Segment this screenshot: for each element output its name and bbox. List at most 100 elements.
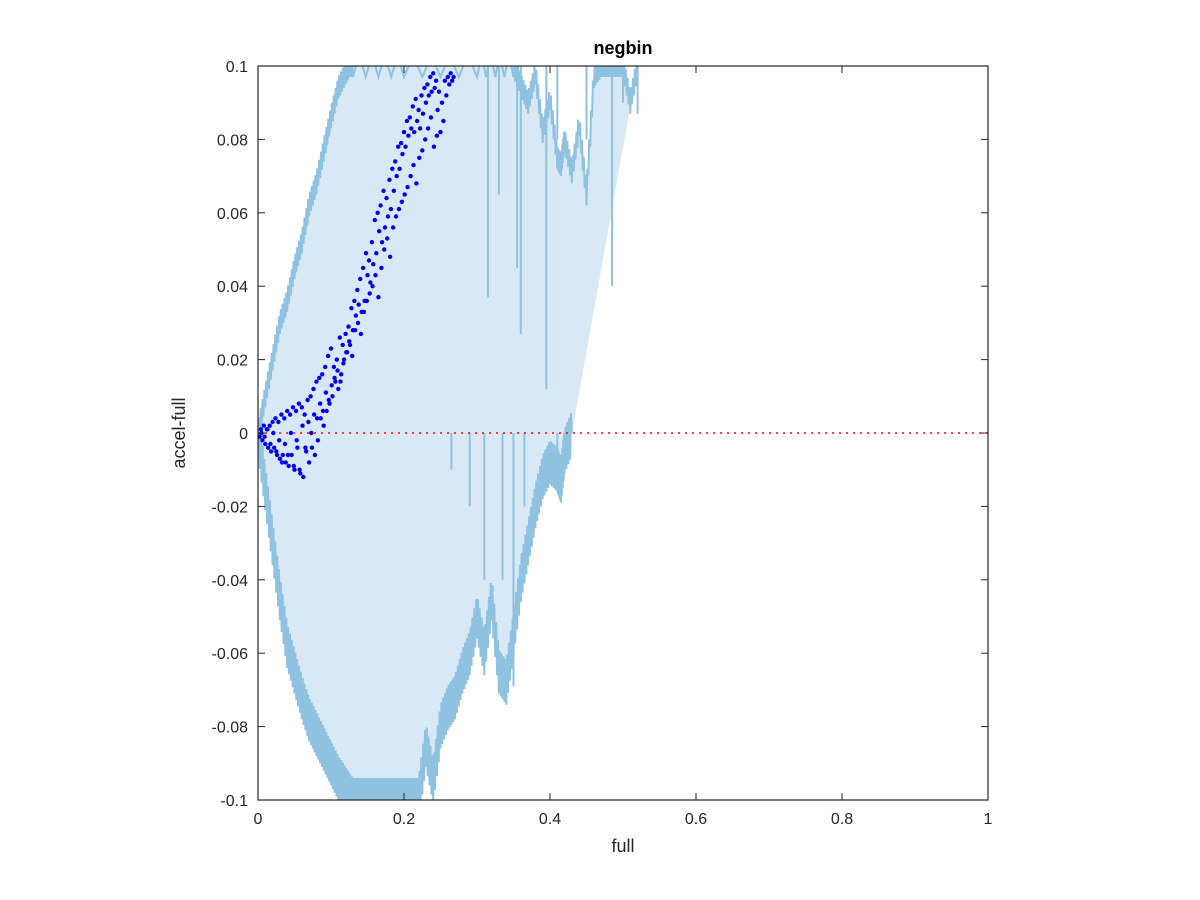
data-point: [413, 96, 418, 102]
data-point: [429, 89, 434, 94]
data-point: [434, 133, 440, 138]
data-point: [439, 100, 445, 105]
data-point: [318, 416, 323, 421]
data-point: [294, 438, 299, 443]
y-axis-ticks: -0.1 -0.08 -0.06 -0.04 -0.02 0 0.02 0.04 0.06 0.0…: [212, 59, 988, 810]
y-tick-label: 0.04: [217, 279, 248, 296]
data-point: [358, 331, 364, 337]
data-point: [262, 434, 267, 439]
data-point: [390, 225, 396, 230]
y-tick-label: -0.02: [212, 499, 249, 516]
data-point: [258, 434, 262, 439]
data-point: [325, 353, 331, 359]
data-point: [422, 85, 427, 91]
lower-envelope-line: [258, 413, 573, 800]
data-point: [329, 383, 334, 388]
data-point: [289, 452, 294, 458]
data-point: [416, 107, 421, 113]
x-tick-label: 0.2: [393, 811, 415, 828]
data-point: [425, 126, 431, 131]
y-tick-label: -0.08: [212, 720, 249, 737]
data-point: [320, 372, 325, 377]
data-point: [358, 276, 363, 282]
data-point: [323, 390, 329, 395]
data-point: [274, 449, 279, 454]
data-point: [393, 159, 398, 164]
y-tick-label: 0.08: [217, 132, 248, 149]
data-point: [370, 284, 375, 289]
data-point: [341, 357, 347, 362]
data-point: [373, 273, 378, 278]
data-point: [398, 140, 404, 146]
data-point: [385, 214, 391, 219]
data-point: [336, 386, 341, 392]
data-point: [303, 445, 308, 450]
data-point: [274, 452, 280, 458]
data-point: [268, 449, 274, 454]
data-point: [379, 265, 384, 271]
data-point: [314, 379, 319, 384]
data-point: [349, 306, 354, 311]
data-point: [306, 419, 311, 425]
data-point: [360, 265, 366, 271]
data-point: [355, 287, 360, 293]
x-tick-label: 0: [254, 811, 263, 828]
data-point: [343, 331, 348, 337]
data-point: [435, 107, 440, 113]
data-point: [368, 280, 373, 285]
data-point: [277, 456, 283, 461]
data-point: [324, 408, 329, 414]
data-point: [287, 412, 293, 417]
data-point: [306, 460, 312, 465]
data-point: [406, 133, 411, 138]
data-point: [375, 210, 380, 215]
data-point: [352, 328, 358, 333]
data-point: [333, 379, 338, 384]
data-point: [431, 71, 436, 76]
data-point: [397, 166, 402, 171]
data-point: [363, 251, 369, 256]
x-axis-ticks: 0 0.2 0.4 0.6 0.8 1: [254, 66, 993, 828]
data-point: [279, 412, 284, 417]
data-point: [371, 262, 376, 267]
data-point: [394, 173, 399, 179]
x-tick-label: 1: [984, 811, 993, 828]
data-point: [347, 339, 352, 344]
data-point: [295, 445, 300, 450]
data-point: [315, 438, 321, 443]
data-point: [296, 401, 302, 406]
plot-area: [258, 66, 988, 800]
data-point: [321, 423, 326, 428]
data-point: [444, 93, 449, 98]
data-point: [372, 217, 377, 223]
data-point: [335, 368, 340, 373]
data-point: [387, 177, 392, 182]
data-point: [414, 181, 419, 186]
y-axis-label: accel-full: [169, 397, 189, 468]
data-point: [276, 419, 281, 425]
data-point: [365, 273, 370, 278]
data-point: [356, 302, 361, 307]
data-point: [297, 467, 302, 472]
data-point: [447, 82, 452, 87]
data-point: [426, 93, 431, 98]
data-point: [420, 111, 426, 116]
data-point: [330, 394, 335, 399]
data-point: [304, 449, 309, 454]
data-point: [376, 295, 381, 300]
band-spikes: [450, 66, 639, 687]
data-point: [338, 379, 343, 384]
data-point: [417, 126, 423, 131]
data-point: [285, 408, 290, 414]
data-point: [323, 364, 328, 370]
data-point: [364, 298, 369, 304]
data-point: [280, 452, 285, 458]
data-point: [396, 144, 401, 149]
data-point: [419, 93, 424, 98]
data-point: [377, 229, 382, 234]
data-point: [290, 405, 296, 410]
data-point: [396, 206, 402, 212]
y-tick-label: -0.06: [212, 646, 249, 663]
data-point: [352, 298, 357, 304]
y-tick-label: 0.06: [217, 206, 248, 223]
